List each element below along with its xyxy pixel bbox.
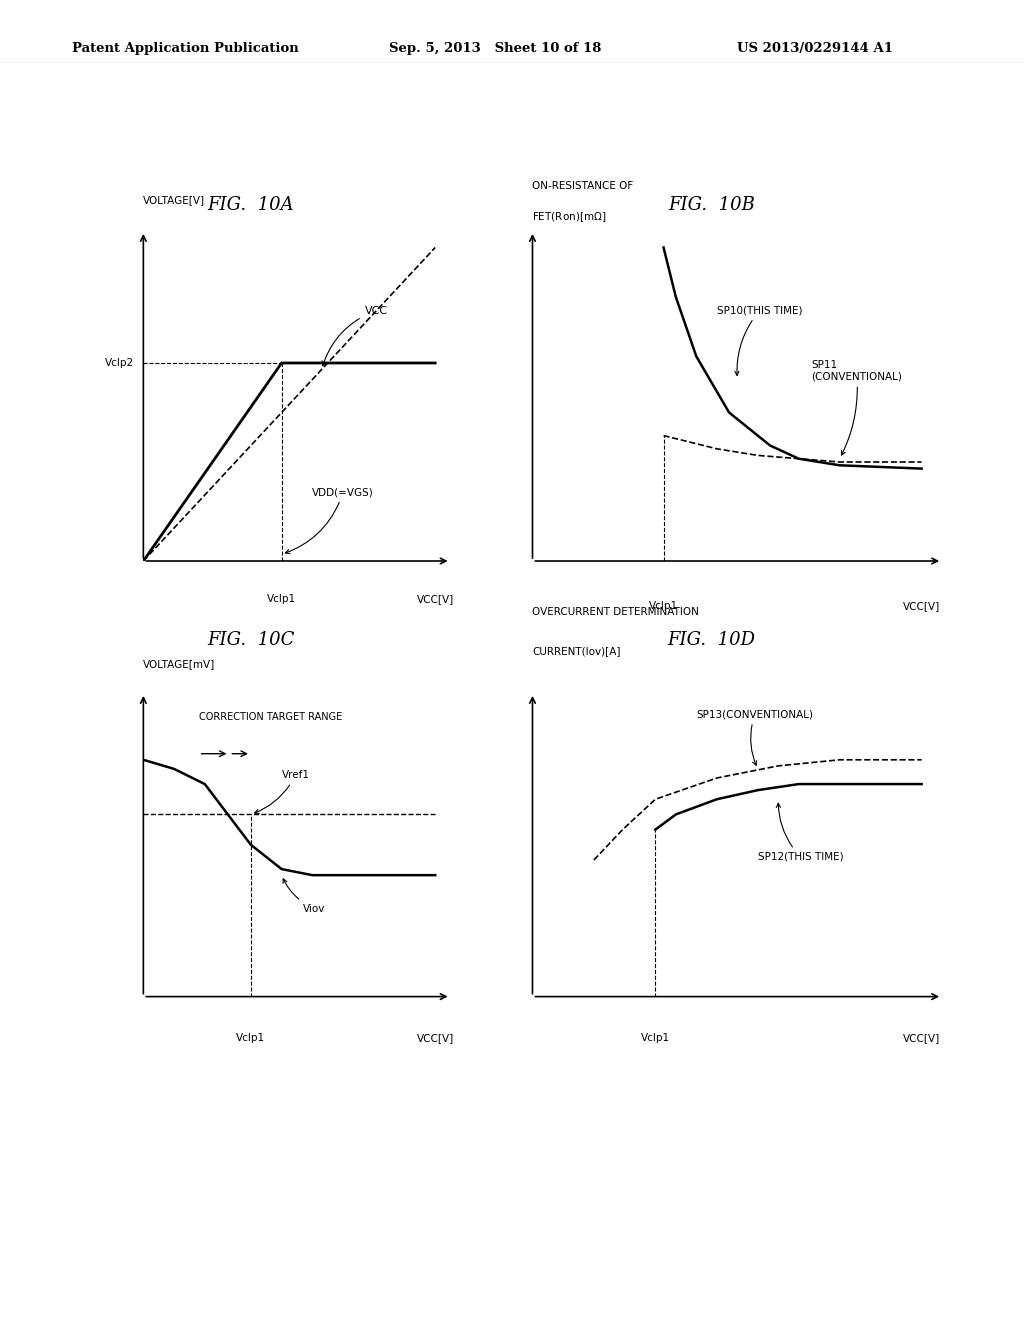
- Text: CORRECTION TARGET RANGE: CORRECTION TARGET RANGE: [199, 713, 342, 722]
- Text: SP10(THIS TIME): SP10(THIS TIME): [717, 305, 802, 375]
- Text: FIG.  10B: FIG. 10B: [669, 195, 755, 214]
- Text: VDD(=VGS): VDD(=VGS): [286, 487, 374, 553]
- Text: FIG.  10D: FIG. 10D: [668, 631, 756, 649]
- Text: SP13(CONVENTIONAL): SP13(CONVENTIONAL): [696, 709, 813, 766]
- Text: Viov: Viov: [283, 879, 326, 913]
- Text: US 2013/0229144 A1: US 2013/0229144 A1: [737, 42, 893, 55]
- Text: FIG.  10A: FIG. 10A: [208, 195, 294, 214]
- Text: Sep. 5, 2013   Sheet 10 of 18: Sep. 5, 2013 Sheet 10 of 18: [389, 42, 601, 55]
- Text: SP12(THIS TIME): SP12(THIS TIME): [758, 804, 844, 862]
- Text: Vclp2: Vclp2: [105, 358, 134, 368]
- Text: Vclp1: Vclp1: [641, 1034, 670, 1043]
- Text: VCC: VCC: [322, 305, 388, 366]
- Text: VCC[V]: VCC[V]: [417, 1034, 454, 1043]
- Text: ON-RESISTANCE OF: ON-RESISTANCE OF: [532, 181, 634, 191]
- Text: VCC[V]: VCC[V]: [417, 594, 454, 605]
- Text: FIG.  10C: FIG. 10C: [207, 631, 295, 649]
- Text: VOLTAGE[mV]: VOLTAGE[mV]: [143, 659, 216, 669]
- Text: Vclp1: Vclp1: [267, 594, 296, 605]
- Text: Vclp1: Vclp1: [237, 1034, 265, 1043]
- Text: FET(Ron)[m$\Omega$]: FET(Ron)[m$\Omega$]: [532, 211, 607, 224]
- Text: OVERCURRENT DETERMINATION: OVERCURRENT DETERMINATION: [532, 607, 699, 616]
- Text: SP11
(CONVENTIONAL): SP11 (CONVENTIONAL): [811, 360, 902, 455]
- Text: VCC[V]: VCC[V]: [903, 1034, 940, 1043]
- Text: Patent Application Publication: Patent Application Publication: [72, 42, 298, 55]
- Text: Vref1: Vref1: [255, 770, 309, 813]
- Text: VCC[V]: VCC[V]: [903, 601, 940, 611]
- Text: Vclp1: Vclp1: [649, 601, 678, 611]
- Text: VOLTAGE[V]: VOLTAGE[V]: [143, 194, 206, 205]
- Text: CURRENT(Iov)[A]: CURRENT(Iov)[A]: [532, 647, 621, 656]
